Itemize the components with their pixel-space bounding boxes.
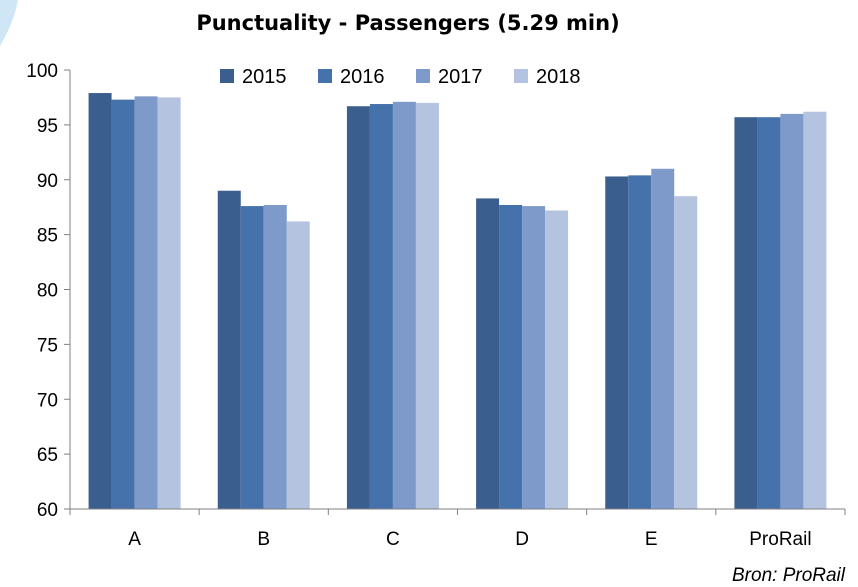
legend-label-2016: 2016 xyxy=(340,66,385,88)
y-tick-label: 100 xyxy=(26,61,58,82)
x-tick-label: B xyxy=(257,529,270,550)
bar-c-2016 xyxy=(369,104,393,510)
bar-prorail-2015 xyxy=(734,117,758,509)
y-tick-label: 65 xyxy=(37,445,58,466)
chart-title: Punctuality - Passengers (5.29 min) xyxy=(196,11,619,35)
bar-a-2017 xyxy=(134,96,158,509)
y-tick-label: 60 xyxy=(37,500,58,521)
bar-d-2015 xyxy=(476,198,500,509)
legend-swatch-2017 xyxy=(416,69,430,83)
bar-e-2018 xyxy=(674,196,698,509)
bar-e-2016 xyxy=(628,175,652,510)
y-tick-label: 95 xyxy=(37,116,58,137)
y-tick-label: 80 xyxy=(37,281,58,302)
bar-b-2017 xyxy=(263,204,287,509)
bar-d-2016 xyxy=(499,204,523,509)
x-tick-label: A xyxy=(128,529,141,550)
legend-label-2018: 2018 xyxy=(536,66,581,88)
x-tick-label: E xyxy=(645,529,658,550)
bar-e-2015 xyxy=(605,176,629,509)
bar-d-2017 xyxy=(522,206,546,509)
bar-prorail-2016 xyxy=(757,117,781,509)
bar-c-2015 xyxy=(346,106,370,509)
x-tick-label: ProRail xyxy=(749,529,811,550)
legend-label-2017: 2017 xyxy=(438,66,483,88)
decorative-corner xyxy=(0,0,18,46)
legend-swatch-2015 xyxy=(220,69,234,83)
bar-c-2017 xyxy=(392,101,416,509)
bar-prorail-2018 xyxy=(803,111,827,509)
y-tick-label: 70 xyxy=(37,390,58,411)
y-tick-label: 85 xyxy=(37,226,58,247)
y-tick-label: 90 xyxy=(37,171,58,192)
legend-swatch-2016 xyxy=(318,69,332,83)
x-axis: A B C D E ProRail xyxy=(69,508,846,550)
bar-b-2016 xyxy=(240,206,264,509)
y-tick-label: 75 xyxy=(37,335,58,356)
legend-label-2015: 2015 xyxy=(242,66,287,88)
bar-c-2018 xyxy=(415,102,439,510)
bar-b-2018 xyxy=(286,221,310,509)
bar-b-2015 xyxy=(217,190,241,509)
x-tick-label: C xyxy=(386,529,400,550)
bar-prorail-2017 xyxy=(780,113,804,510)
bar-a-2018 xyxy=(157,97,181,509)
legend-swatch-2018 xyxy=(514,69,528,83)
bar-e-2017 xyxy=(651,168,675,509)
bar-a-2016 xyxy=(111,99,135,509)
legend: 2015 2016 2017 2018 xyxy=(220,66,581,88)
source-note: Bron: ProRail xyxy=(732,565,846,586)
bar-d-2018 xyxy=(545,210,569,510)
bar-a-2015 xyxy=(88,93,112,510)
y-axis: 60 65 70 75 80 85 90 95 100 xyxy=(26,61,71,521)
x-tick-label: D xyxy=(515,529,529,550)
bars-group xyxy=(88,93,827,510)
